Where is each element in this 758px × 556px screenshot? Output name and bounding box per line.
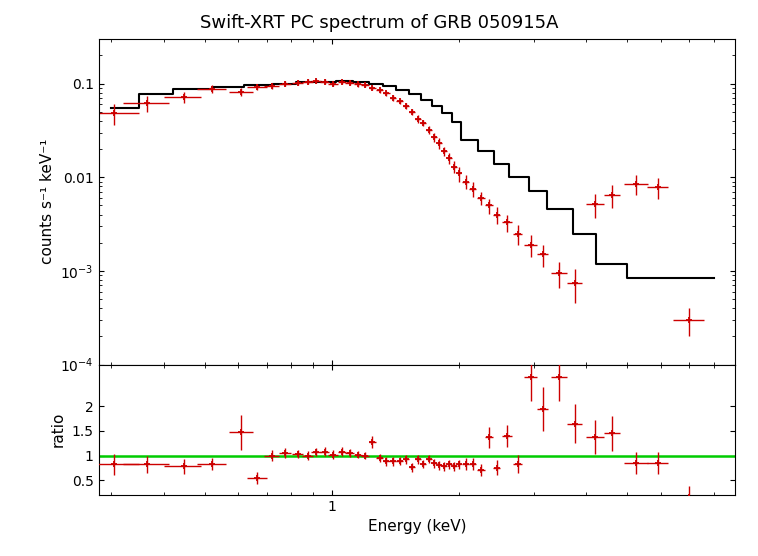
Y-axis label: ratio: ratio (51, 412, 66, 448)
Text: Swift-XRT PC spectrum of GRB 050915A: Swift-XRT PC spectrum of GRB 050915A (200, 14, 558, 32)
X-axis label: Energy (keV): Energy (keV) (368, 519, 466, 534)
Y-axis label: counts s⁻¹ keV⁻¹: counts s⁻¹ keV⁻¹ (39, 139, 55, 265)
